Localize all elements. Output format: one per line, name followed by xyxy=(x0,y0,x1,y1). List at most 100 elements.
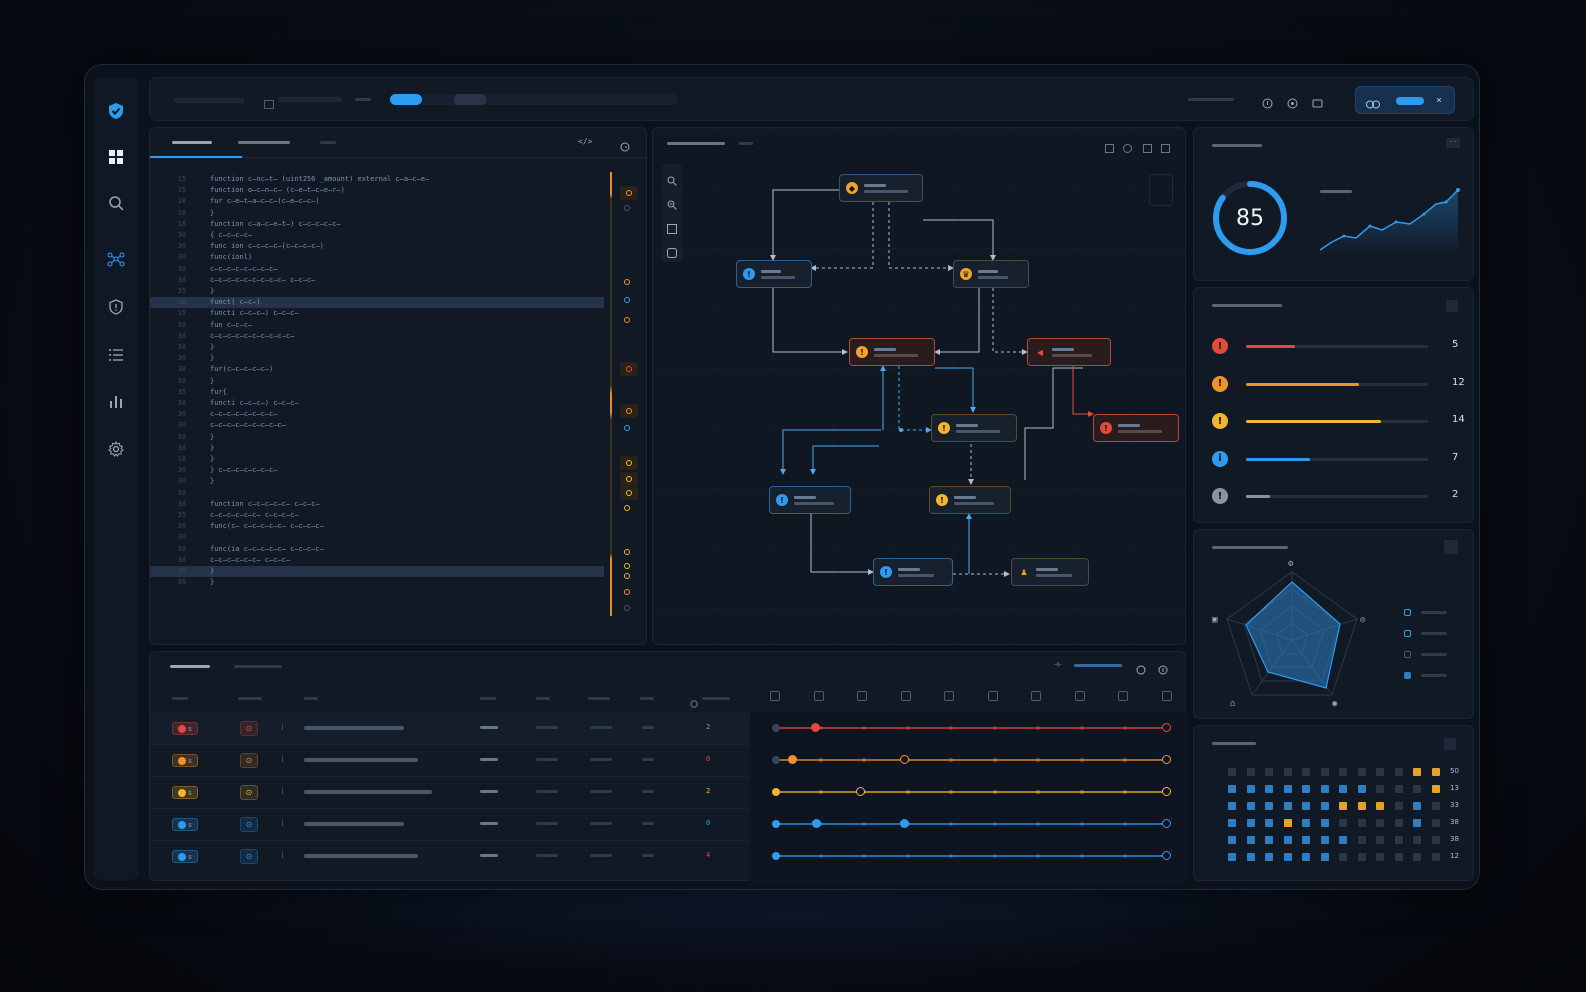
heatmap-cell[interactable] xyxy=(1320,802,1329,810)
timeline-tab[interactable] xyxy=(550,94,582,105)
heatmap-cell[interactable] xyxy=(1246,802,1255,810)
code-line[interactable]: 38 c̶c̶c̶c̶c̶c̶c̶c̶c̶c̶ xyxy=(150,331,604,342)
heatmap-cell[interactable] xyxy=(1302,836,1310,844)
graph-node[interactable]: ! xyxy=(929,486,1011,514)
connect-control[interactable]: × xyxy=(1355,86,1455,114)
heatmap-cell[interactable] xyxy=(1228,768,1236,776)
table-row[interactable] xyxy=(150,808,750,840)
gutter-issue-icon[interactable] xyxy=(620,186,638,200)
heatmap-cell[interactable] xyxy=(1246,819,1255,827)
timeline-col-icon[interactable] xyxy=(987,691,998,701)
timeline-start[interactable] xyxy=(772,756,780,764)
heatmap-cell[interactable] xyxy=(1228,836,1236,844)
heatmap-cell[interactable] xyxy=(1431,785,1440,793)
table-tab-active[interactable] xyxy=(170,665,210,668)
heatmap-cell[interactable] xyxy=(1228,819,1236,827)
heatmap-cell[interactable] xyxy=(1339,768,1347,776)
severity-row-critical[interactable]: ! 5 xyxy=(1212,336,1462,356)
history-icon[interactable] xyxy=(620,137,630,156)
code-line[interactable]: 15 function c̶nc̶t̶ (uint256 _amount) ext… xyxy=(150,174,604,185)
code-line[interactable]: 30 } xyxy=(150,353,604,364)
close-icon[interactable]: × xyxy=(1436,95,1443,106)
heatmap-cell[interactable] xyxy=(1246,853,1255,861)
heatmap-cell[interactable] xyxy=(1302,819,1310,827)
code-line[interactable]: 35 c̶c̶c̶c̶c̶c̶ c̶c̶c̶c̶ xyxy=(150,510,604,521)
timeline-event[interactable] xyxy=(900,819,909,828)
heatmap-cell[interactable] xyxy=(1394,802,1403,810)
timeline-start[interactable] xyxy=(772,788,780,796)
heatmap-cell[interactable] xyxy=(1357,819,1366,827)
timeline-event[interactable] xyxy=(788,755,797,764)
severity-row-medium[interactable]: ! 14 xyxy=(1212,411,1465,431)
heatmap-cell[interactable] xyxy=(1413,836,1421,844)
timeline-col-icon[interactable] xyxy=(813,691,824,701)
heatmap-cell[interactable] xyxy=(1394,853,1403,861)
heatmap-cell[interactable] xyxy=(1320,768,1329,776)
gutter-issue-icon[interactable] xyxy=(622,588,632,596)
code-line[interactable]: 38 } xyxy=(150,432,604,443)
heatmap-cell[interactable] xyxy=(1320,785,1329,793)
code-line[interactable]: 30 } xyxy=(150,476,604,487)
graph-node[interactable]: ! xyxy=(769,486,851,514)
gutter-issue-icon[interactable] xyxy=(622,296,632,304)
heatmap-cell[interactable] xyxy=(1320,853,1329,861)
code-line[interactable]: 38 c̶c̶c̶c̶c̶c̶c̶c̶c̶ c̶c̶c̶ xyxy=(150,275,604,286)
heatmap-cell[interactable] xyxy=(1265,853,1273,861)
heatmap-cell[interactable] xyxy=(1283,802,1292,810)
col-header[interactable] xyxy=(702,697,730,700)
heatmap-cell[interactable] xyxy=(1339,802,1347,810)
code-line[interactable]: 30 xyxy=(150,532,604,543)
col-header[interactable] xyxy=(238,697,262,700)
col-header[interactable] xyxy=(480,697,496,700)
timeline-tab[interactable] xyxy=(454,94,486,105)
code-line[interactable]: 38 } xyxy=(150,376,604,387)
bar-chart-icon[interactable] xyxy=(104,389,128,413)
graph-node-critical[interactable]: ◀ xyxy=(1027,338,1111,366)
code-line[interactable]: 38 xyxy=(150,488,604,499)
code-line[interactable]: 35 fur{ xyxy=(150,387,604,398)
code-line[interactable]: 38 } xyxy=(150,342,604,353)
code-line[interactable]: 38 func(ia c̶c̶c̶c̶c̶ c̶c̶c̶c̶ xyxy=(150,544,604,555)
timeline-event[interactable] xyxy=(900,755,909,764)
timeline-tab[interactable] xyxy=(422,94,454,105)
heatmap-cell[interactable] xyxy=(1376,836,1384,844)
timeline-tab[interactable] xyxy=(486,94,518,105)
heatmap-cell[interactable] xyxy=(1320,836,1329,844)
heatmap-cell[interactable] xyxy=(1265,785,1273,793)
code-line[interactable]: 30 func(ionl) xyxy=(150,252,604,263)
graph-node[interactable]: ◆ xyxy=(839,174,923,202)
severity-row-high[interactable]: ! 12 xyxy=(1212,374,1465,394)
code-line[interactable]: 18 function c̶a̶c̶e̶t̶) c̶c̶c̶c̶c̶ xyxy=(150,219,604,230)
graph-tool-icon[interactable] xyxy=(1123,138,1132,157)
timeline-start[interactable] xyxy=(772,852,780,860)
code-line[interactable]: 15 functi c̶c̶c̶) c̶c̶c̶ xyxy=(150,308,604,319)
heatmap-cell[interactable] xyxy=(1357,768,1366,776)
code-line[interactable]: 38 function c̶c̶c̶c̶c̶ c̶c̶c̶ xyxy=(150,499,604,510)
heatmap-cell[interactable] xyxy=(1228,785,1236,793)
heatmap-cell[interactable] xyxy=(1376,785,1384,793)
timeline-event[interactable] xyxy=(811,723,820,732)
code-line[interactable]: 30 { c̶c̶c̶c̶ xyxy=(150,230,604,241)
col-header[interactable] xyxy=(588,697,610,700)
layout-icon[interactable] xyxy=(667,243,677,262)
search-icon[interactable] xyxy=(104,191,128,215)
gutter-issue-icon[interactable] xyxy=(622,562,632,570)
gutter-issue-icon[interactable] xyxy=(622,604,632,612)
heatmap-cell[interactable] xyxy=(1376,768,1384,776)
graph-node[interactable]: ! xyxy=(873,558,953,586)
heatmap-cell[interactable] xyxy=(1357,836,1366,844)
code-lines[interactable]: 15 function c̶nc̶t̶ (uint256 _amount) ext… xyxy=(150,174,610,644)
heatmap-cell[interactable] xyxy=(1246,836,1255,844)
timeline-event[interactable] xyxy=(856,787,865,796)
heatmap-cell[interactable] xyxy=(1357,853,1366,861)
table-row[interactable] xyxy=(150,776,750,808)
code-line[interactable]: 30 } c̶c̶c̶c̶c̶c̶c̶ xyxy=(150,465,604,476)
top-search-field[interactable] xyxy=(174,98,244,103)
heatmap-cell[interactable] xyxy=(1339,785,1347,793)
timeline-end[interactable] xyxy=(1162,787,1171,796)
code-line[interactable]: 18 fur c̶e̶t̶a̶c̶c̶(c̶e̶c̶c̶) xyxy=(150,196,604,207)
heatmap-cell[interactable] xyxy=(1413,819,1421,827)
timeline-tab-active[interactable] xyxy=(390,94,422,105)
heatmap-cell[interactable] xyxy=(1431,802,1440,810)
code-line[interactable]: 38 } xyxy=(150,443,604,454)
